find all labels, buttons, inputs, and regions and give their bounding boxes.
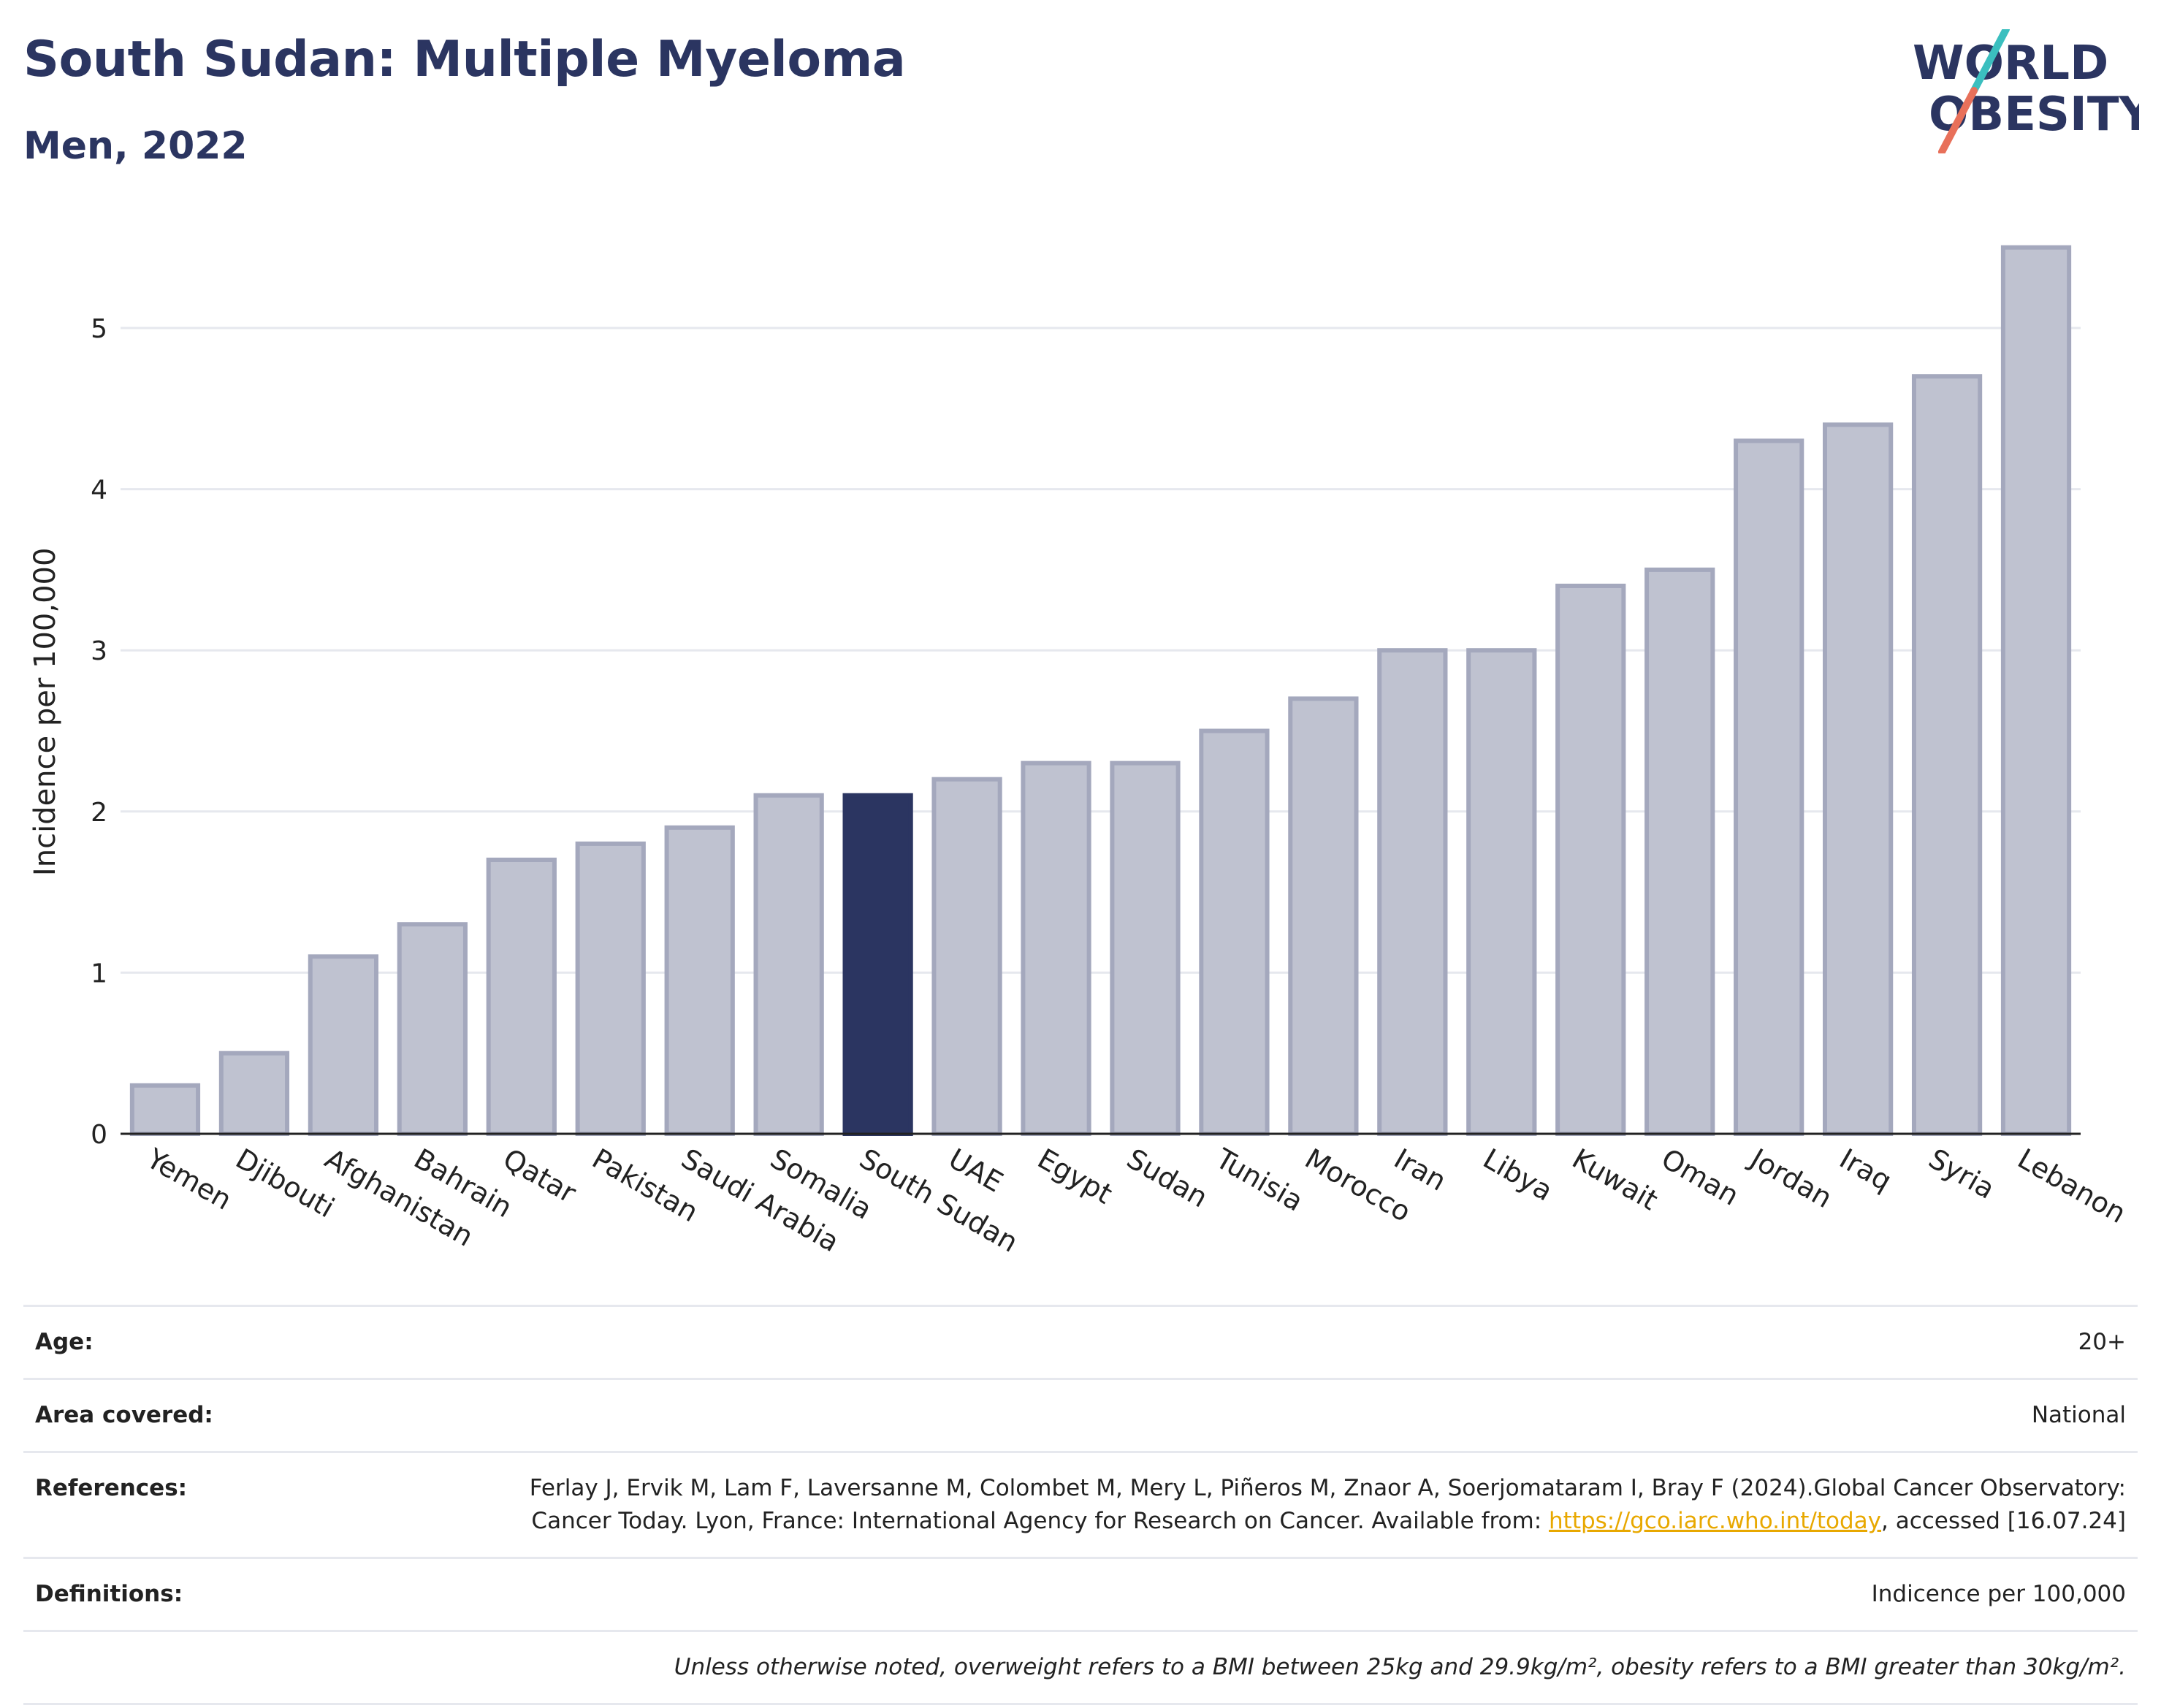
x-tick-label: Yemen [141,1142,237,1216]
bar-uae [931,777,1002,1136]
y-tick-label: 0 [91,1120,107,1150]
bar-iraq [1822,422,1894,1136]
x-tick-label: Djibouti [230,1143,340,1224]
y-tick-labels: 0 1 2 3 4 5 [91,314,107,1150]
bar-afghanistan [308,954,379,1136]
age-label: Age: [35,1329,94,1355]
age-value: 20+ [2078,1329,2126,1355]
references-text: Ferlay J, Ervik M, Lam F, Laversanne M, … [529,1475,2126,1534]
y-axis-label: Incidence per 100,000 [28,548,62,877]
x-tick-label: Sudan [1121,1143,1213,1214]
bar-djibouti [218,1051,290,1136]
references-accessed: , accessed [16.07.24] [1880,1508,2126,1534]
info-row-area: Area covered: National [23,1378,2138,1451]
y-tick-label: 4 [91,476,107,506]
bar-pakistan [575,841,646,1136]
y-tick-label: 5 [91,314,107,344]
x-tick-label: Tunisia [1210,1142,1308,1218]
x-tick-label: Egypt [1032,1143,1118,1211]
definitions-label: Definitions: [35,1581,183,1607]
x-tick-label: Oman [1656,1143,1745,1212]
x-tick-label: South Sudan [854,1143,1024,1259]
x-tick-label: Iraq [1834,1143,1897,1197]
bar-yemen [129,1083,201,1136]
bar-chart: 0 1 2 3 4 5 YemenDjiboutiAfghanistanBahrainQa… [28,245,2132,1259]
x-tick-label: Jordan [1744,1142,1837,1215]
y-tick-label: 2 [91,798,107,828]
info-row-definitions: Definitions: Indicence per 100,000 [23,1557,2138,1630]
info-row-age: Age: 20+ [23,1305,2138,1378]
x-tick-label: Kuwait [1567,1143,1663,1217]
bar-oman [1644,567,1715,1136]
info-table: Age: 20+ Area covered: National Referenc… [23,1305,2138,1705]
area-value: National [2031,1402,2126,1428]
references-label: References: [35,1475,188,1501]
bar-kuwait [1555,583,1626,1136]
x-tick-label: Syria [1924,1143,2000,1205]
x-tick-label: Iran [1389,1143,1452,1197]
x-tick-label: Afghanistan [319,1143,479,1253]
world-obesity-logo: WORLD OBESITY [1913,26,2153,156]
logo-slash-top [1970,26,2010,94]
bar-qatar [486,857,557,1136]
bar-iran [1377,648,1448,1136]
y-tick-label: 3 [91,636,107,666]
definitions-value: Indicence per 100,000 [1871,1581,2126,1607]
logo-line1: WORLD [1913,37,2108,91]
info-row-references: References: Ferlay J, Ervik M, Lam F, La… [23,1451,2138,1557]
logo-slash-bottom [1938,87,1978,156]
y-tick-label: 1 [91,958,107,988]
area-label: Area covered: [35,1402,213,1428]
bar-egypt [1021,760,1091,1136]
x-tick-label: Lebanon [2013,1143,2132,1229]
bmi-note: Unless otherwise noted, overweight refer… [674,1654,2126,1680]
bar-south-sudan [842,793,913,1136]
bar-sudan [1110,760,1181,1136]
bar-jordan [1734,438,1804,1137]
bar-tunisia [1199,728,1270,1136]
x-tick-label: Libya [1478,1143,1558,1208]
bar-lebanon [2000,245,2072,1137]
references-value: Ferlay J, Ervik M, Lam F, Laversanne M, … [446,1472,2126,1538]
page-title: South Sudan: Multiple Myeloma [23,31,906,88]
page-subtitle: Men, 2022 [23,124,248,168]
bar-somalia [753,793,824,1136]
bar-saudi-arabia [664,825,735,1136]
info-row-note: Unless otherwise noted, overweight refer… [23,1630,2138,1705]
bars [129,245,2072,1137]
bar-libya [1466,648,1537,1136]
references-link[interactable]: https://gco.iarc.who.int/today [1549,1508,1881,1534]
bar-bahrain [397,922,468,1136]
logo-line2: OBESITY [1929,88,2139,142]
bar-syria [1911,374,1983,1136]
bar-morocco [1288,696,1359,1136]
